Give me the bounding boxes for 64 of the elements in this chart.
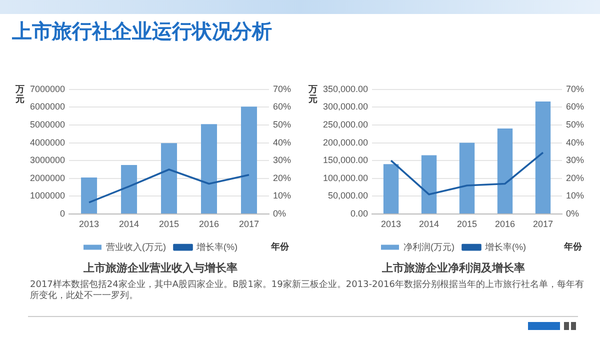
y2-tick-label: 70% [566,84,584,94]
legend-label: 净利润(万元) [404,242,455,252]
bar [383,164,399,214]
legend-label: 营业收入(万元) [106,242,166,252]
bar [535,102,551,214]
y2-tick-label: 60% [566,102,584,112]
bar [201,124,217,214]
y-tick-label: 50,000.00 [328,190,368,201]
x-tick-label: 2017 [238,218,260,229]
y-tick-label: 100,000.00 [322,172,368,183]
bar [421,155,437,214]
y2-tick-label: 30% [566,155,584,166]
y2-tick-label: 40% [272,137,291,148]
y-axis-title: 万元 [308,85,318,106]
y2-tick-label: 20% [566,172,584,183]
x-tick-label: 2013 [381,218,402,229]
y2-tick-label: 40% [566,137,584,148]
x-tick-label: 2016 [198,218,220,229]
x-tick-label: 2015 [457,218,478,229]
x-axis-title: 年份 [562,242,583,253]
y2-tick-label: 20% [272,172,291,183]
y2-tick-label: 10% [272,190,291,201]
bar [121,165,138,214]
x-axis-title: 年份 [270,242,290,253]
y2-tick-label: 10% [566,190,584,201]
legend-label: 增长率(%) [196,242,238,252]
y2-tick-label: 50% [272,119,291,130]
legend-label: 增长率(%) [484,242,526,252]
text: 上市旅行社企业运行状况分析 [12,18,272,45]
x-tick-label: 2013 [79,218,100,229]
bar [459,142,475,214]
y2-tick-label: 0% [566,208,579,218]
y-tick-label: 7000000 [30,84,66,94]
y-tick-label: 4000000 [30,137,66,148]
y2-tick-label: 70% [272,84,291,94]
y-tick-label: 5000000 [30,119,66,130]
text: 上市旅游企业营业收入与增长率 [82,261,238,274]
text: 2017样本数据包括24家企业，其中A股四家企业。B股1家。19家新三板企业。2013-2016年数据分别根据当年的上市旅行社名单，每年有所变化，此处不一一罗列。 [30,280,585,302]
x-tick-label: 2014 [419,218,440,229]
x-tick-label: 2014 [119,218,140,229]
bar [240,106,257,214]
y2-tick-label: 60% [272,102,291,112]
bar [497,128,513,214]
y-tick-label: 1000000 [30,190,66,201]
y-tick-label: 2000000 [30,172,66,183]
y-tick-label: 3000000 [30,155,66,166]
bar [161,143,178,214]
y-tick-label: 300,000.00 [322,102,368,112]
x-tick-label: 2017 [532,218,554,229]
y-axis-title: 万元 [14,85,24,106]
y-tick-label: 350,000.00 [322,84,368,94]
y2-tick-label: 30% [272,155,291,166]
y2-tick-label: 50% [566,119,584,130]
y-tick-label: 0.00 [350,208,368,218]
bar [81,178,98,214]
y-tick-label: 150,000.00 [322,155,368,166]
y-tick-label: 250,000.00 [322,119,368,130]
x-tick-label: 2016 [494,218,516,229]
y-tick-label: 6000000 [30,102,66,112]
y-tick-label: 200,000.00 [322,137,368,148]
y-tick-label: 0 [60,208,66,218]
y2-tick-label: 0% [272,208,286,218]
x-tick-label: 2015 [158,218,180,229]
text: 上市旅游企业净利润及增长率 [381,261,525,274]
